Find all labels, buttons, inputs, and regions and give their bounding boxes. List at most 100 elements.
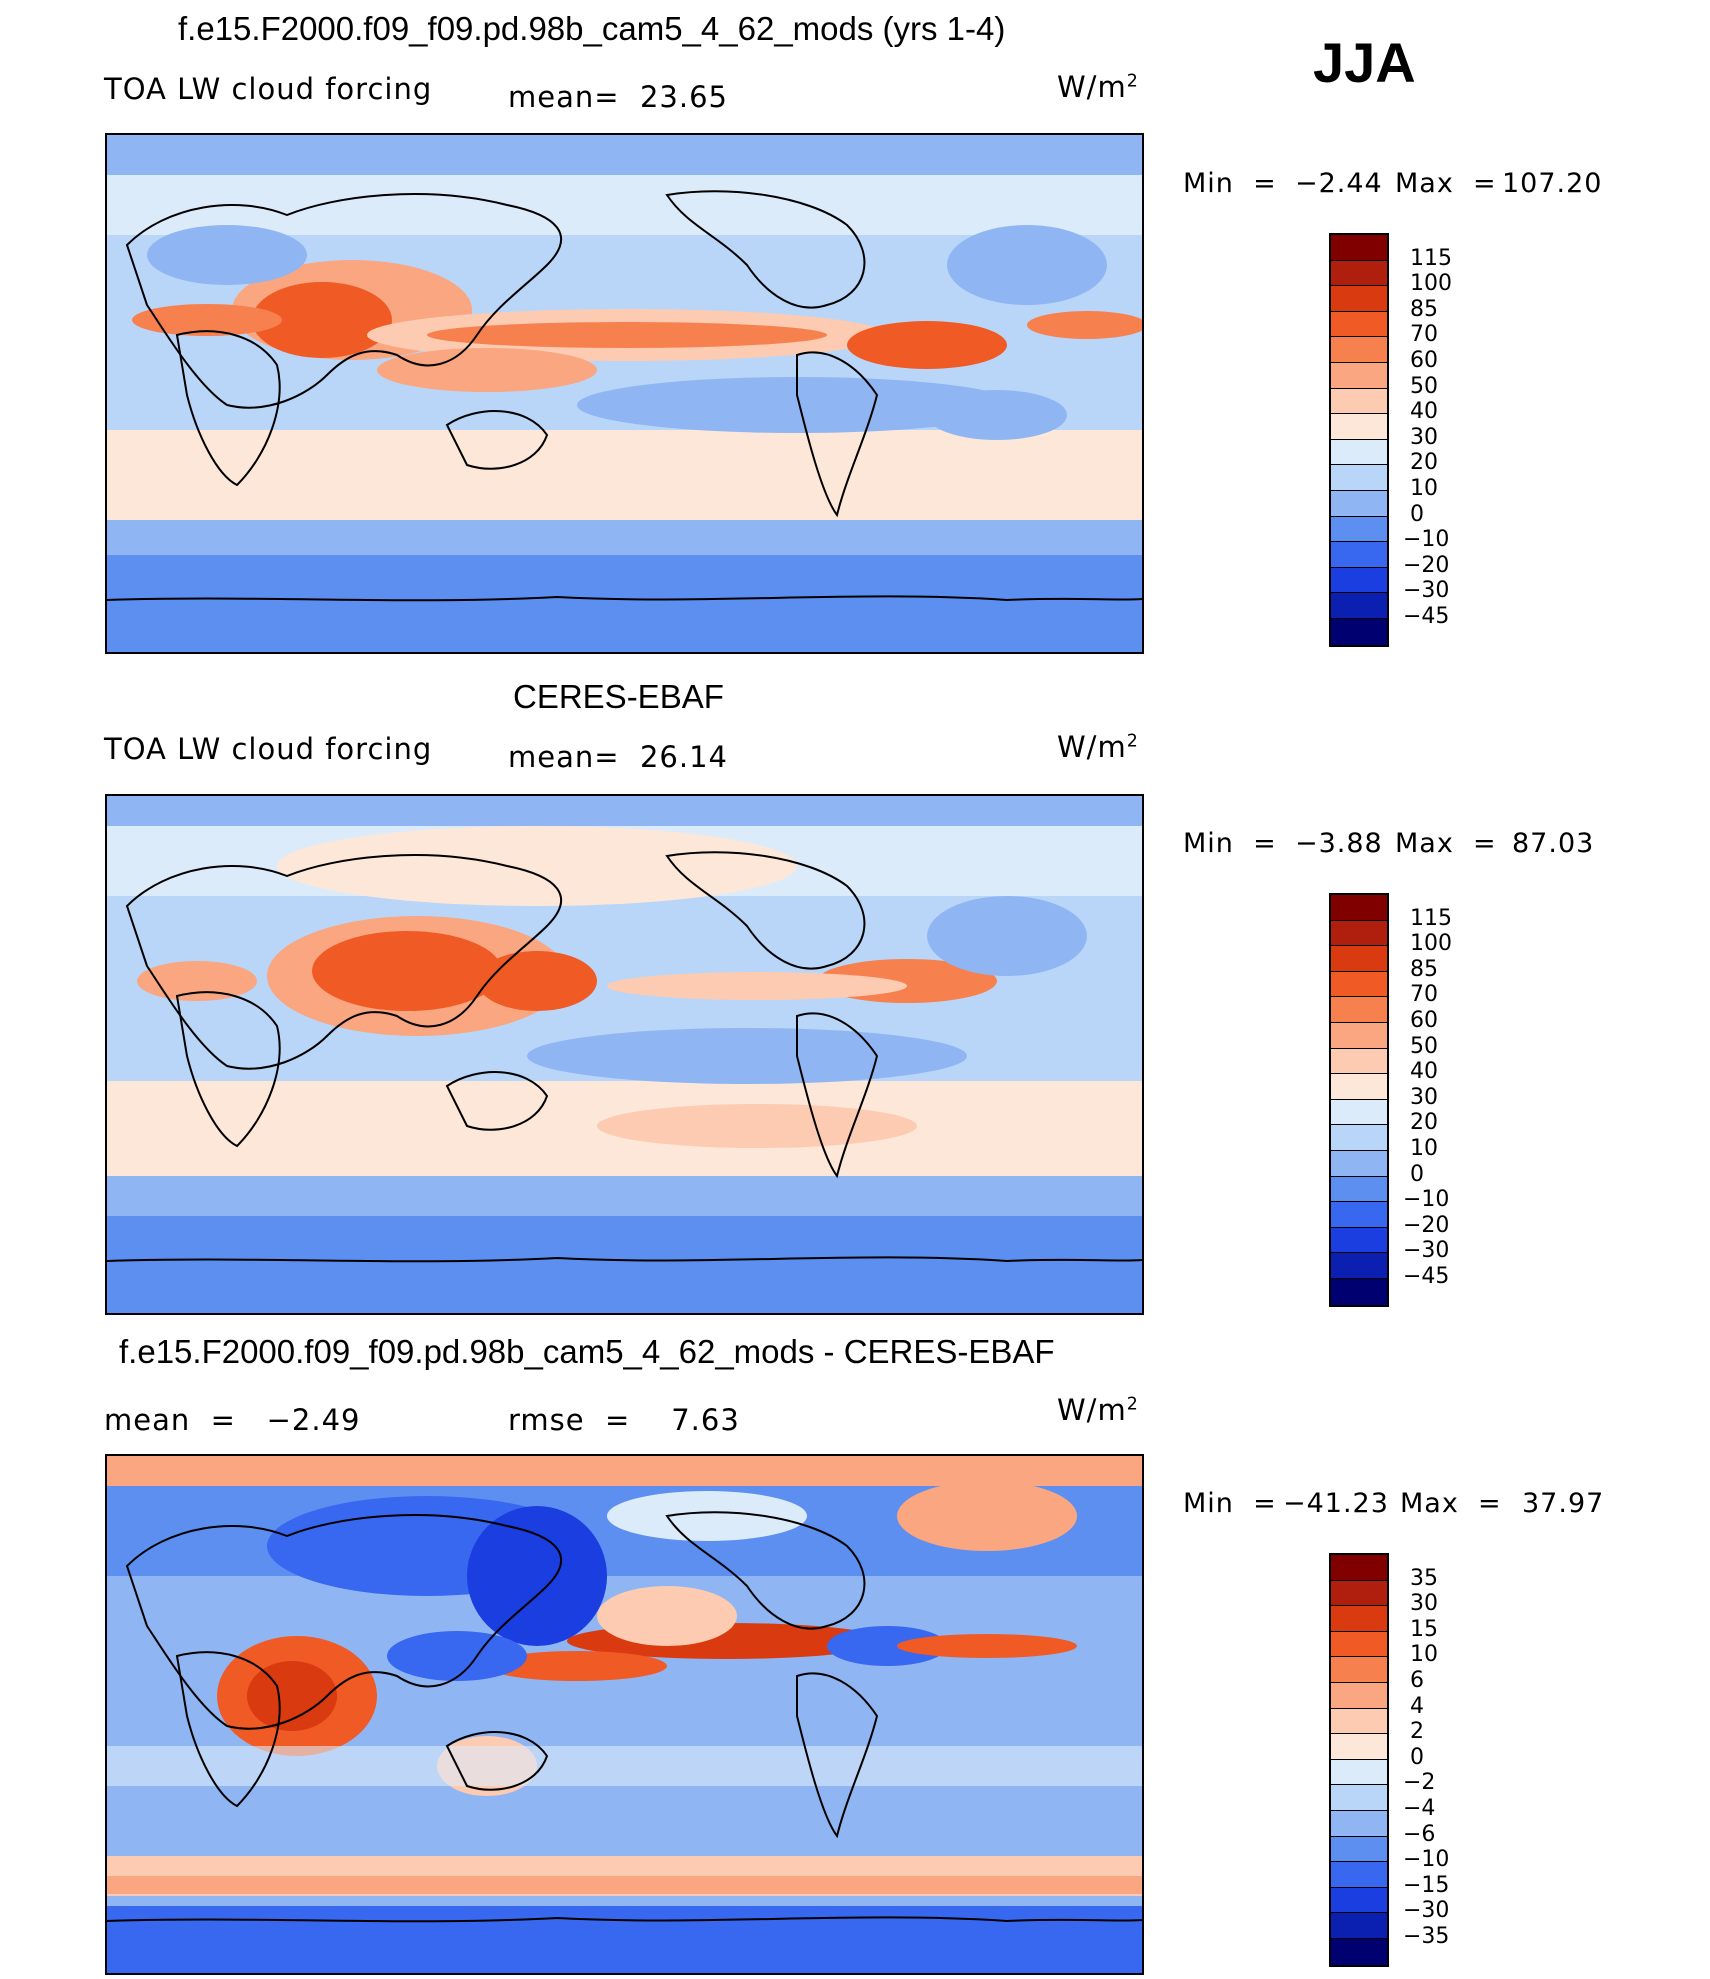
panel-1-title: f.e15.F2000.f09_f09.pd.98b_cam5_4_62_mod… bbox=[178, 10, 1006, 47]
colorbar-swatch bbox=[1331, 1074, 1387, 1100]
panel-1-max-value: 107.20 bbox=[1502, 168, 1603, 199]
colorbar-tick-label: −20 bbox=[1403, 1212, 1450, 1238]
colorbar-tick-label: 6 bbox=[1410, 1668, 1424, 1693]
colorbar-tick-label: 0 bbox=[1410, 1744, 1424, 1770]
colorbar-swatch bbox=[1331, 593, 1387, 619]
panel-3-map-svg bbox=[107, 1456, 1142, 1973]
season-label: JJA bbox=[1313, 31, 1416, 94]
colorbar-swatch bbox=[1331, 516, 1387, 543]
colorbar-swatch bbox=[1331, 1938, 1387, 1965]
colorbar-tick-label: 50 bbox=[1410, 373, 1438, 399]
colorbar-tick-label: −30 bbox=[1403, 1898, 1450, 1924]
colorbar-swatch bbox=[1331, 1682, 1387, 1709]
colorbar-swatch bbox=[1331, 1580, 1387, 1607]
panel-2-units: W/m2 bbox=[1057, 730, 1139, 764]
colorbar-swatch bbox=[1331, 1022, 1387, 1049]
panel-2-min-value: −3.88 bbox=[1295, 828, 1383, 859]
colorbar-tick-label: −10 bbox=[1403, 1847, 1450, 1873]
colorbar-tick-label: 30 bbox=[1410, 424, 1438, 450]
colorbar-tick-label: 115 bbox=[1410, 245, 1452, 271]
colorbar-swatch bbox=[1331, 1734, 1387, 1760]
colorbar-tick-label: 85 bbox=[1410, 956, 1438, 982]
colorbar-swatch bbox=[1331, 1099, 1387, 1126]
colorbar-tick-label: 20 bbox=[1410, 1110, 1438, 1136]
panel-3-units: W/m2 bbox=[1057, 1393, 1139, 1427]
colorbar-swatch bbox=[1331, 618, 1387, 645]
colorbar-tick-label: 35 bbox=[1410, 1565, 1438, 1591]
colorbar-swatch bbox=[1331, 1657, 1387, 1683]
colorbar-swatch bbox=[1331, 490, 1387, 517]
colorbar-tick-label: −2 bbox=[1403, 1770, 1436, 1796]
colorbar-tick-label: 10 bbox=[1410, 476, 1438, 501]
colorbar-tick-label: 10 bbox=[1410, 1136, 1438, 1161]
panel-1-mean-label: mean= 23.65 bbox=[508, 80, 728, 114]
panel-2-max-value: 87.03 bbox=[1512, 828, 1595, 859]
colorbar-swatch bbox=[1331, 311, 1387, 338]
colorbar-swatch bbox=[1331, 1253, 1387, 1279]
colorbar-swatch bbox=[1331, 235, 1387, 261]
colorbar-swatch bbox=[1331, 920, 1387, 947]
colorbar-swatch bbox=[1331, 465, 1387, 491]
colorbar-tick-label: 60 bbox=[1410, 348, 1438, 373]
panel-3-mean-label: mean = −2.49 bbox=[104, 1403, 361, 1437]
panel-1-colorbar bbox=[1329, 233, 1389, 647]
colorbar-swatch bbox=[1331, 1862, 1387, 1888]
colorbar-swatch bbox=[1331, 1555, 1387, 1581]
panel-2-colorbar bbox=[1329, 893, 1389, 1307]
colorbar-tick-label: −20 bbox=[1403, 552, 1450, 578]
colorbar-swatch bbox=[1331, 1785, 1387, 1811]
colorbar-tick-label: −45 bbox=[1403, 604, 1450, 629]
panel-3-title: f.e15.F2000.f09_f09.pd.98b_cam5_4_62_mod… bbox=[119, 1333, 1055, 1370]
panel-1-max-label: Max = bbox=[1395, 168, 1497, 199]
colorbar-tick-label: 70 bbox=[1410, 322, 1438, 348]
colorbar-tick-label: −6 bbox=[1403, 1821, 1436, 1847]
colorbar-swatch bbox=[1331, 1631, 1387, 1658]
panel-2-title: CERES-EBAF bbox=[513, 678, 724, 715]
colorbar-swatch bbox=[1331, 1606, 1387, 1632]
colorbar-swatch bbox=[1331, 1048, 1387, 1075]
panel-3-rmse-label: rmse = 7.63 bbox=[508, 1403, 740, 1437]
colorbar-swatch bbox=[1331, 1125, 1387, 1151]
colorbar-tick-label: 85 bbox=[1410, 296, 1438, 322]
colorbar-swatch bbox=[1331, 971, 1387, 998]
panel-1-map-svg bbox=[107, 135, 1142, 652]
colorbar-tick-label: 20 bbox=[1410, 450, 1438, 476]
colorbar-tick-label: −30 bbox=[1403, 1238, 1450, 1264]
panel-2-max-label: Max = bbox=[1395, 828, 1497, 859]
colorbar-swatch bbox=[1331, 1227, 1387, 1254]
colorbar-tick-label: 40 bbox=[1410, 1059, 1438, 1085]
colorbar-swatch bbox=[1331, 1913, 1387, 1939]
panel-1-variable-label: TOA LW cloud forcing bbox=[104, 72, 433, 106]
colorbar-tick-label: 60 bbox=[1410, 1008, 1438, 1033]
colorbar-swatch bbox=[1331, 1759, 1387, 1786]
panel-3-max-label: Max = bbox=[1400, 1488, 1502, 1519]
colorbar-tick-label: 4 bbox=[1410, 1693, 1424, 1719]
panel-1-units: W/m2 bbox=[1057, 70, 1139, 104]
colorbar-tick-label: −10 bbox=[1403, 1187, 1450, 1213]
colorbar-tick-label: 100 bbox=[1410, 271, 1452, 297]
panel-2-mean-label: mean= 26.14 bbox=[508, 740, 728, 774]
colorbar-swatch bbox=[1331, 286, 1387, 312]
panel-1-min-value: −2.44 bbox=[1295, 168, 1383, 199]
colorbar-swatch bbox=[1331, 1708, 1387, 1735]
panel-3-min-value: −41.23 bbox=[1283, 1488, 1389, 1519]
colorbar-tick-label: −35 bbox=[1403, 1924, 1450, 1949]
colorbar-tick-label: 0 bbox=[1410, 1161, 1424, 1187]
colorbar-swatch bbox=[1331, 895, 1387, 921]
colorbar-tick-label: −30 bbox=[1403, 578, 1450, 604]
panel-3-map bbox=[105, 1454, 1144, 1975]
panel-2-min-label: Min = bbox=[1183, 828, 1277, 859]
colorbar-swatch bbox=[1331, 439, 1387, 466]
colorbar-swatch bbox=[1331, 388, 1387, 415]
colorbar-tick-label: −4 bbox=[1403, 1796, 1436, 1821]
colorbar-swatch bbox=[1331, 1278, 1387, 1305]
colorbar-tick-label: 30 bbox=[1410, 1591, 1438, 1617]
panel-1-min-label: Min = bbox=[1183, 168, 1277, 199]
colorbar-tick-label: 10 bbox=[1410, 1642, 1438, 1668]
colorbar-swatch bbox=[1331, 1810, 1387, 1837]
colorbar-swatch bbox=[1331, 414, 1387, 440]
panel-3-max-value: 37.97 bbox=[1522, 1488, 1605, 1519]
panel-2-variable-label: TOA LW cloud forcing bbox=[104, 732, 433, 766]
colorbar-swatch bbox=[1331, 567, 1387, 594]
colorbar-swatch bbox=[1331, 1887, 1387, 1914]
